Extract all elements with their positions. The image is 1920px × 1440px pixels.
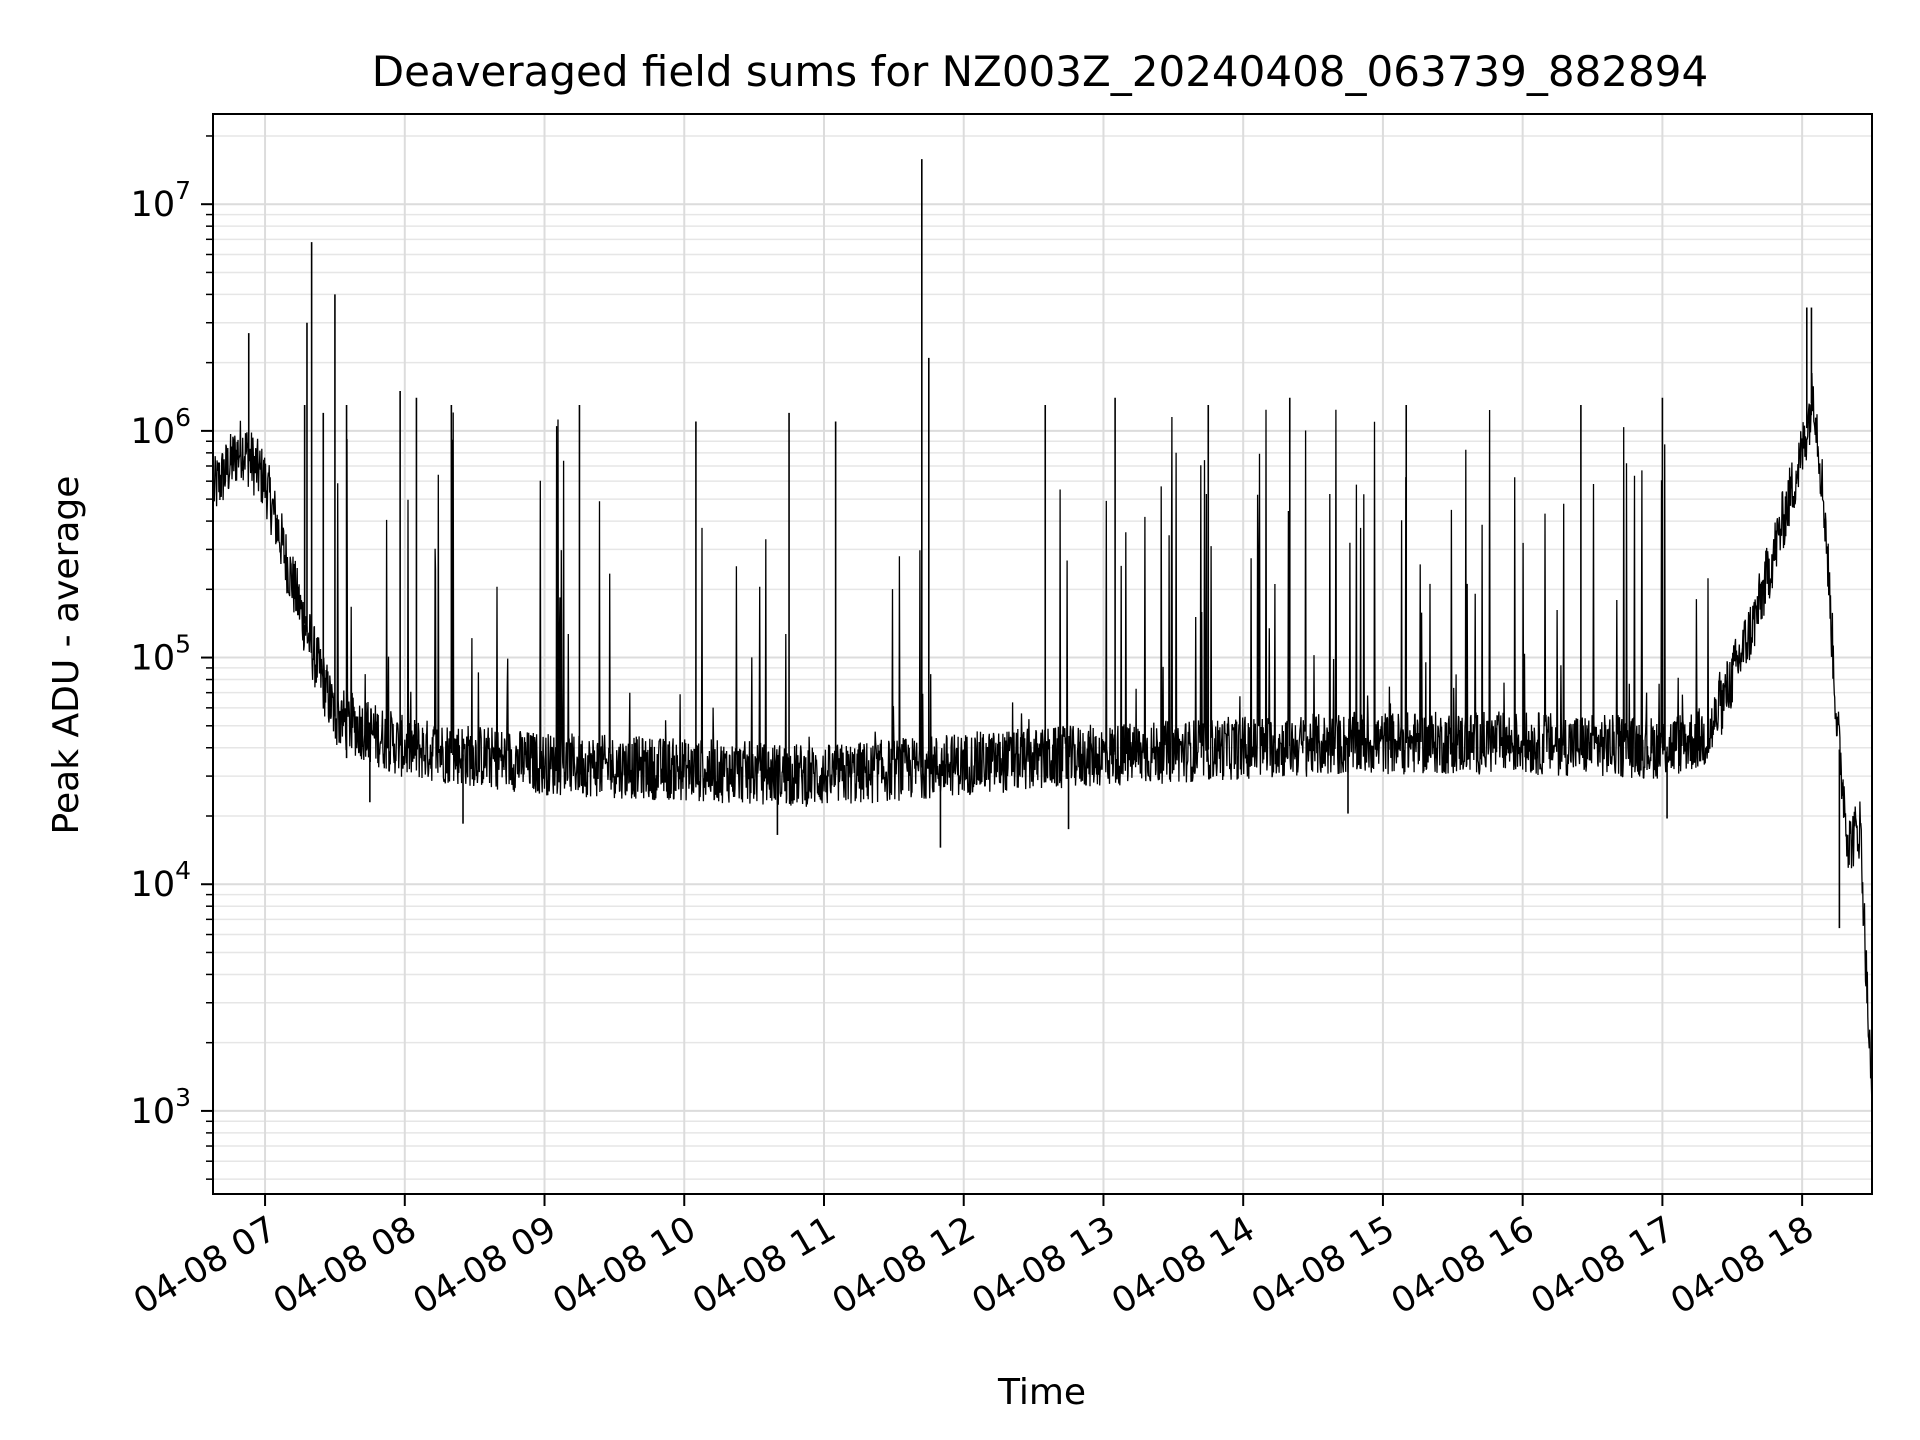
- gridlines: [213, 114, 1872, 1194]
- y-tick-label: 104: [131, 856, 191, 905]
- y-axis: 103 104 105 106 107: [131, 135, 213, 1180]
- series-group: [213, 159, 1873, 1110]
- y-tick-label: 107: [131, 176, 191, 225]
- y-tick-label: 105: [131, 630, 191, 679]
- x-axis-label: Time: [997, 1372, 1086, 1413]
- plot-frame: [212, 113, 1873, 1195]
- y-tick-label: 103: [131, 1083, 191, 1132]
- series-line: [213, 372, 1873, 1110]
- y-tick-label: 106: [131, 403, 191, 452]
- y-axis-label: Peak ADU - average: [46, 476, 87, 835]
- chart-title: Deaveraged field sums for NZ003Z_2024040…: [372, 47, 1708, 96]
